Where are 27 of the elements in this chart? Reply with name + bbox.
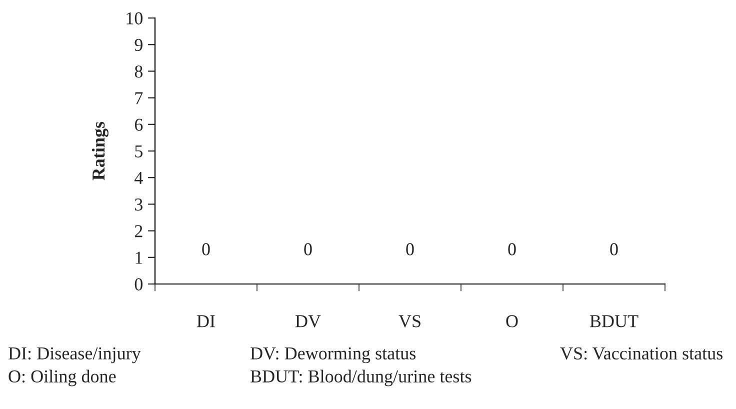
text: BDUT: Blood/dung/urine tests xyxy=(250,370,472,386)
text: DI: Disease/injury xyxy=(8,347,141,364)
x-tick-label: O xyxy=(506,315,518,328)
data-label: 0 xyxy=(508,243,516,256)
data-label: 0 xyxy=(304,243,312,256)
text: VS: Vaccination status xyxy=(560,347,722,360)
data-label: 0 xyxy=(406,243,414,256)
y-axis-title: Ratings xyxy=(92,122,108,180)
x-tick-label: VS xyxy=(398,315,420,328)
data-label: 0 xyxy=(610,243,618,256)
text: O: Oiling done xyxy=(8,370,116,386)
y-tick-label: 3 xyxy=(135,198,142,211)
y-tick-label: 8 xyxy=(134,65,143,78)
text: DV: Deworming status xyxy=(250,347,416,364)
x-tick-label: DI xyxy=(196,315,215,328)
y-tick-label: 0 xyxy=(134,278,143,290)
y-tick-label: 7 xyxy=(135,92,143,104)
y-tick-label: 4 xyxy=(134,172,143,184)
y-tick-label: 10 xyxy=(126,12,143,24)
data-label: 0 xyxy=(202,243,210,256)
y-tick-label: 9 xyxy=(134,38,142,52)
y-tick-label: 1 xyxy=(136,252,142,264)
x-tick-label: BDUT xyxy=(590,315,638,328)
x-tick-label: DV xyxy=(295,315,321,328)
y-tick-label: 5 xyxy=(135,145,142,158)
y-tick-label: 6 xyxy=(134,118,143,131)
y-tick-label: 2 xyxy=(134,225,142,238)
